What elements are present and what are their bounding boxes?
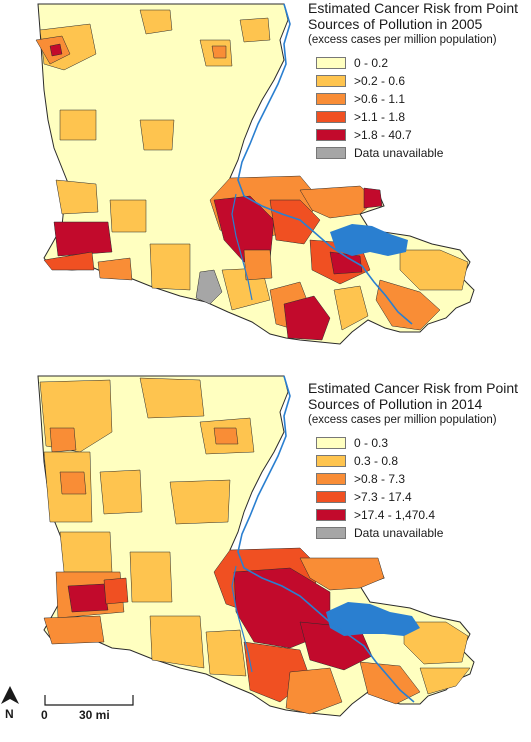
atchafalaya-river bbox=[231, 193, 253, 301]
legend-label: Data unavailable bbox=[354, 146, 444, 160]
tracts-2014 bbox=[37, 375, 475, 717]
tract bbox=[169, 479, 231, 525]
legend-title: Estimated Cancer Risk from Point Sources… bbox=[308, 0, 519, 32]
mississippi-river bbox=[237, 375, 415, 703]
tract bbox=[285, 667, 343, 715]
tract bbox=[43, 251, 95, 271]
tract bbox=[283, 295, 331, 341]
tract bbox=[103, 577, 129, 605]
legend-label: 0.3 - 0.8 bbox=[354, 454, 399, 468]
tract bbox=[419, 667, 471, 695]
legend-label: >0.6 - 1.1 bbox=[354, 92, 406, 106]
legend-item: 0 - 0.2 bbox=[308, 54, 531, 72]
tract bbox=[299, 185, 377, 219]
tract bbox=[139, 119, 175, 151]
legend-swatch bbox=[316, 437, 346, 449]
legend-2005: Estimated Cancer Risk from Point Sources… bbox=[308, 0, 531, 162]
legend-swatch bbox=[316, 93, 346, 105]
map-panel-2005: Estimated Cancer Risk from Point Sources… bbox=[0, 0, 531, 370]
legend-item: >0.8 - 7.3 bbox=[308, 470, 531, 488]
tract bbox=[49, 43, 63, 57]
tract-data-unavailable bbox=[195, 269, 223, 305]
scale-zero-label: 0 bbox=[41, 708, 48, 722]
tract bbox=[59, 109, 97, 141]
legend-item: >0.6 - 1.1 bbox=[308, 90, 531, 108]
tract bbox=[99, 469, 143, 515]
legend-item: >0.2 - 0.6 bbox=[308, 72, 531, 90]
legend-item: >1.8 - 40.7 bbox=[308, 126, 531, 144]
map-panel-2014: Estimated Cancer Risk from Point Sources… bbox=[0, 372, 531, 742]
atchafalaya-river bbox=[231, 565, 253, 673]
legend-swatch bbox=[316, 473, 346, 485]
legend-swatch bbox=[316, 509, 346, 521]
louisiana-map-2005 bbox=[35, 3, 475, 345]
tract bbox=[149, 243, 191, 291]
tract bbox=[375, 279, 441, 331]
tract bbox=[67, 583, 109, 613]
tract bbox=[403, 621, 469, 665]
tract bbox=[211, 45, 227, 59]
scale-bar bbox=[44, 695, 134, 706]
lake-pontchartrain bbox=[330, 224, 408, 256]
legend-label: >1.8 - 40.7 bbox=[354, 128, 412, 142]
lake-pontchartrain bbox=[326, 602, 420, 636]
legend-swatch bbox=[316, 57, 346, 69]
legend-subtitle: (excess cases per million population) bbox=[308, 34, 497, 46]
tract bbox=[59, 531, 113, 573]
legend-label: Data unavailable bbox=[354, 526, 444, 540]
legend-swatch bbox=[316, 491, 346, 503]
tract bbox=[55, 179, 99, 215]
tract bbox=[149, 615, 205, 669]
legend-item: 0 - 0.3 bbox=[308, 434, 531, 452]
tract bbox=[53, 221, 113, 257]
legend-2014: Estimated Cancer Risk from Point Sources… bbox=[308, 380, 531, 542]
tract bbox=[399, 249, 469, 291]
louisiana-map-2014 bbox=[37, 375, 475, 717]
tract bbox=[333, 285, 369, 331]
tract bbox=[139, 377, 205, 419]
legend-label: >17.4 - 1,470.4 bbox=[354, 508, 436, 522]
legend-item: >1.1 - 1.8 bbox=[308, 108, 531, 126]
legend-title: Estimated Cancer Risk from Point Sources… bbox=[308, 380, 519, 412]
north-label: N bbox=[5, 707, 14, 721]
legend-swatch bbox=[316, 129, 346, 141]
tract bbox=[213, 427, 239, 445]
legend-label: >0.2 - 0.6 bbox=[354, 74, 406, 88]
legend-swatch bbox=[316, 455, 346, 467]
scale-distance-label: 30 mi bbox=[79, 708, 110, 722]
legend-label: >0.8 - 7.3 bbox=[354, 472, 406, 486]
legend-swatch bbox=[316, 111, 346, 123]
tract bbox=[363, 187, 383, 209]
tract bbox=[239, 17, 271, 43]
legend-label: >1.1 - 1.8 bbox=[354, 110, 406, 124]
legend-swatch bbox=[316, 75, 346, 87]
legend-swatch bbox=[316, 527, 346, 539]
tract bbox=[243, 249, 273, 281]
mississippi-river bbox=[237, 3, 413, 325]
tract bbox=[299, 557, 385, 591]
legend-item: 0.3 - 0.8 bbox=[308, 452, 531, 470]
tract bbox=[97, 257, 133, 281]
tract bbox=[49, 427, 77, 453]
tract bbox=[109, 199, 147, 233]
legend-item: >17.4 - 1,470.4 bbox=[308, 506, 531, 524]
legend-label: >7.3 - 17.4 bbox=[354, 490, 412, 504]
tract bbox=[139, 9, 173, 35]
tract bbox=[269, 199, 321, 245]
tract bbox=[205, 629, 247, 677]
tract bbox=[129, 551, 173, 603]
tract bbox=[59, 471, 87, 495]
legend-swatch bbox=[316, 147, 346, 159]
tract bbox=[43, 615, 105, 645]
north-arrow-icon bbox=[1, 686, 19, 704]
legend-subtitle: (excess cases per million population) bbox=[308, 414, 497, 426]
legend-label: 0 - 0.2 bbox=[354, 56, 389, 70]
legend-label: 0 - 0.3 bbox=[354, 436, 389, 450]
legend-item: Data unavailable bbox=[308, 524, 531, 542]
legend-item: Data unavailable bbox=[308, 144, 531, 162]
legend-item: >7.3 - 17.4 bbox=[308, 488, 531, 506]
